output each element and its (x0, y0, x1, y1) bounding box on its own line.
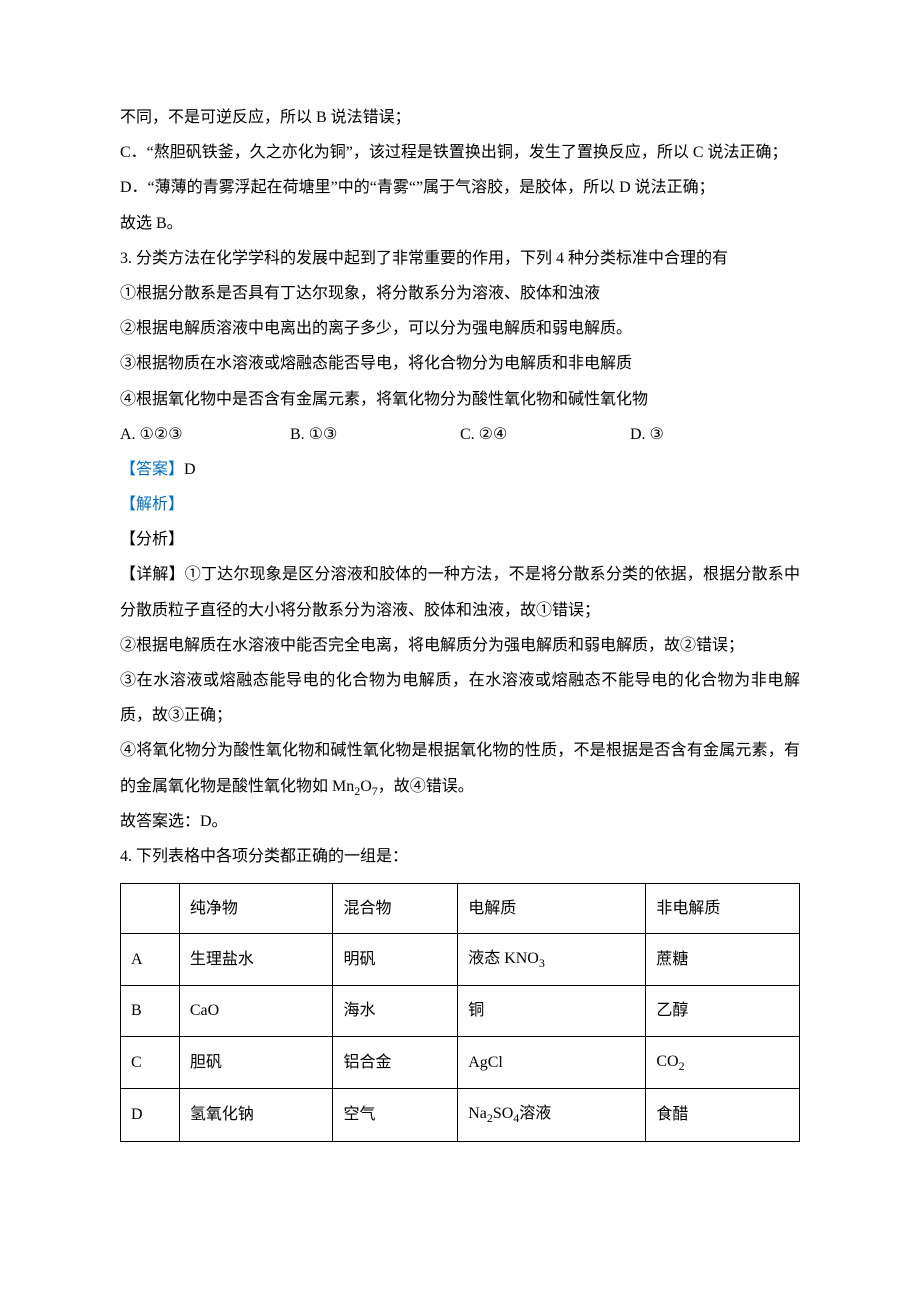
option-d: D. ③ (630, 417, 800, 452)
header-pure: 纯净物 (179, 883, 333, 934)
kno3-text: 液态 KNO (468, 950, 539, 967)
xiangjie-prefix: 【详解】 (120, 566, 185, 583)
conclusion-select-b: 故选 B。 (120, 206, 800, 241)
cell-c-mixture: 铝合金 (333, 1037, 458, 1089)
detail-4-text-b: O (360, 778, 372, 795)
na2so4-a: Na (468, 1105, 487, 1122)
cell-a-electrolyte: 液态 KNO3 (458, 934, 646, 986)
option-a: A. ①②③ (120, 417, 290, 452)
na2so4-b: SO (493, 1105, 513, 1122)
question-3-options: A. ①②③ B. ①③ C. ②④ D. ③ (120, 417, 800, 452)
analysis-label: 【解析】 (120, 496, 184, 513)
question-3-stem: 3. 分类方法在化学学科的发展中起到了非常重要的作用，下列 4 种分类标准中合理… (120, 241, 800, 276)
table-row: B CaO 海水 铜 乙醇 (121, 986, 800, 1037)
answer-line: 【答案】D (120, 452, 800, 487)
table-header-row: 纯净物 混合物 电解质 非电解质 (121, 883, 800, 934)
detail-4-text-c: ，故④错误。 (378, 778, 474, 795)
subscript-2: 2 (679, 1059, 685, 1073)
classification-table: 纯净物 混合物 电解质 非电解质 A 生理盐水 明矾 液态 KNO3 蔗糖 B … (120, 883, 800, 1142)
na2so4-c: 溶液 (519, 1105, 551, 1122)
option-b: B. ①③ (290, 417, 460, 452)
table-row: A 生理盐水 明矾 液态 KNO3 蔗糖 (121, 934, 800, 986)
question-3-item-2: ②根据电解质溶液中电离出的离子多少，可以分为强电解质和弱电解质。 (120, 311, 800, 346)
cell-b-label: B (121, 986, 180, 1037)
cell-a-mixture: 明矾 (333, 934, 458, 986)
cell-d-label: D (121, 1089, 180, 1141)
cell-c-label: C (121, 1037, 180, 1089)
q3-conclusion: 故答案选：D。 (120, 804, 800, 839)
question-3-item-3: ③根据物质在水溶液或熔融态能否导电，将化合物分为电解质和非电解质 (120, 346, 800, 381)
cell-d-mixture: 空气 (333, 1089, 458, 1141)
cell-b-pure: CaO (179, 986, 333, 1037)
question-3-item-4: ④根据氧化物中是否含有金属元素，将氧化物分为酸性氧化物和碱性氧化物 (120, 382, 800, 417)
co2-text: CO (656, 1053, 678, 1070)
explanation-b: 不同，不是可逆反应，所以 B 说法错误； (120, 100, 800, 135)
answer-label: 【答案】 (120, 461, 184, 478)
detail-1-text: ①丁达尔现象是区分溶液和胶体的一种方法，不是将分散系分类的依据，根据分散系中分散… (120, 566, 800, 618)
header-mixture: 混合物 (333, 883, 458, 934)
answer-value: D (184, 461, 196, 478)
option-c: C. ②④ (460, 417, 630, 452)
analysis-label-line: 【解析】 (120, 487, 800, 522)
detail-1: 【详解】①丁达尔现象是区分溶液和胶体的一种方法，不是将分散系分类的依据，根据分散… (120, 557, 800, 627)
cell-c-nonelectrolyte: CO2 (646, 1037, 800, 1089)
detail-3: ③在水溶液或熔融态能导电的化合物为电解质，在水溶液或熔融态不能导电的化合物为非电… (120, 663, 800, 733)
cell-d-electrolyte: Na2SO4溶液 (458, 1089, 646, 1141)
header-electrolyte: 电解质 (458, 883, 646, 934)
cell-c-pure: 胆矾 (179, 1037, 333, 1089)
explanation-d: D．“薄薄的青雾浮起在荷塘里”中的“青雾“”属于气溶胶，是胶体，所以 D 说法正… (120, 170, 800, 205)
cell-b-mixture: 海水 (333, 986, 458, 1037)
detail-4: ④将氧化物分为酸性氧化物和碱性氧化物是根据氧化物的性质，不是根据是否含有金属元素… (120, 733, 800, 804)
subscript-3: 3 (539, 956, 545, 970)
detail-2: ②根据电解质在水溶液中能否完全电离，将电解质分为强电解质和弱电解质，故②错误； (120, 628, 800, 663)
question-3-item-1: ①根据分散系是否具有丁达尔现象，将分散系分为溶液、胶体和浊液 (120, 276, 800, 311)
header-blank (121, 883, 180, 934)
question-4-stem: 4. 下列表格中各项分类都正确的一组是： (120, 839, 800, 874)
cell-b-electrolyte: 铜 (458, 986, 646, 1037)
cell-d-nonelectrolyte: 食醋 (646, 1089, 800, 1141)
table-row: C 胆矾 铝合金 AgCl CO2 (121, 1037, 800, 1089)
cell-a-pure: 生理盐水 (179, 934, 333, 986)
fenxi-label: 【分析】 (120, 522, 800, 557)
cell-d-pure: 氢氧化钠 (179, 1089, 333, 1141)
cell-a-nonelectrolyte: 蔗糖 (646, 934, 800, 986)
cell-c-electrolyte: AgCl (458, 1037, 646, 1089)
cell-b-nonelectrolyte: 乙醇 (646, 986, 800, 1037)
header-nonelectrolyte: 非电解质 (646, 883, 800, 934)
table-row: D 氢氧化钠 空气 Na2SO4溶液 食醋 (121, 1089, 800, 1141)
explanation-c: C．“熬胆矾铁釜，久之亦化为铜”，该过程是铁置换出铜，发生了置换反应，所以 C … (120, 135, 800, 170)
cell-a-label: A (121, 934, 180, 986)
